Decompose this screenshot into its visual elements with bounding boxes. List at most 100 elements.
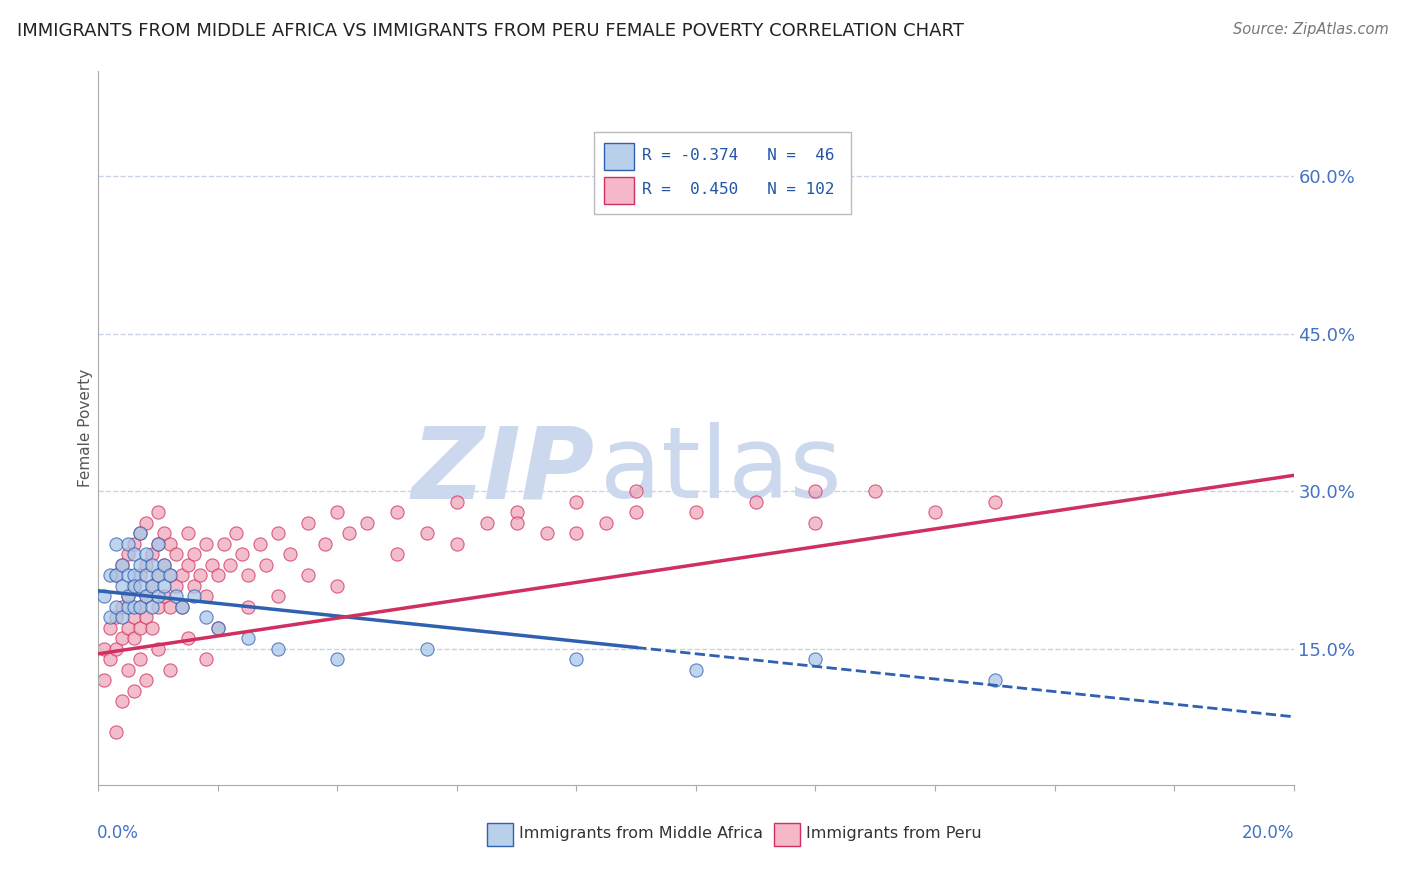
Point	[105, 641, 128, 656]
Point	[297, 568, 319, 582]
Text: atlas: atlas	[600, 423, 842, 519]
Point	[111, 578, 134, 592]
Point	[183, 589, 205, 603]
Point	[135, 516, 157, 530]
Point	[153, 578, 176, 592]
Point	[117, 536, 139, 550]
Point	[153, 558, 176, 572]
Point	[865, 484, 887, 499]
Point	[195, 652, 218, 666]
Point	[98, 568, 122, 582]
Point	[153, 589, 176, 603]
Point	[135, 673, 157, 687]
Point	[129, 652, 152, 666]
Point	[236, 631, 259, 645]
Point	[446, 536, 468, 550]
Text: R = -0.374   N =  46: R = -0.374 N = 46	[643, 148, 835, 163]
Point	[148, 568, 170, 582]
Point	[93, 673, 115, 687]
Point	[124, 610, 146, 624]
Point	[506, 505, 529, 519]
Point	[129, 578, 152, 592]
Point	[93, 589, 115, 603]
Point	[148, 536, 170, 550]
Point	[177, 526, 200, 541]
Point	[326, 578, 349, 592]
Point	[105, 568, 128, 582]
Point	[236, 568, 259, 582]
Y-axis label: Female Poverty: Female Poverty	[77, 369, 93, 487]
Text: Immigrants from Peru: Immigrants from Peru	[806, 826, 981, 841]
Point	[111, 558, 134, 572]
Point	[141, 578, 163, 592]
Point	[124, 683, 146, 698]
Point	[129, 558, 152, 572]
Point	[141, 547, 163, 561]
Point	[111, 694, 134, 708]
Point	[129, 599, 152, 614]
Point	[148, 641, 170, 656]
Point	[385, 547, 409, 561]
Point	[135, 589, 157, 603]
Point	[231, 547, 253, 561]
Point	[117, 589, 139, 603]
Point	[201, 558, 224, 572]
Point	[267, 526, 290, 541]
Point	[536, 526, 558, 541]
Point	[626, 505, 648, 519]
Point	[135, 547, 157, 561]
Point	[148, 505, 170, 519]
Point	[385, 505, 409, 519]
Point	[129, 568, 152, 582]
Point	[446, 494, 468, 508]
Point	[93, 641, 115, 656]
Point	[117, 599, 139, 614]
Point	[165, 547, 187, 561]
Point	[111, 599, 134, 614]
Point	[135, 558, 157, 572]
Point	[117, 589, 139, 603]
Point	[236, 599, 259, 614]
Point	[984, 673, 1007, 687]
Point	[278, 547, 301, 561]
Text: 20.0%: 20.0%	[1243, 824, 1295, 842]
Text: 0.0%: 0.0%	[97, 824, 139, 842]
Point	[177, 631, 200, 645]
Point	[135, 589, 157, 603]
FancyBboxPatch shape	[595, 132, 852, 214]
Text: ZIP: ZIP	[412, 423, 595, 519]
Point	[183, 578, 205, 592]
Point	[249, 536, 271, 550]
Point	[506, 516, 529, 530]
Point	[159, 568, 181, 582]
Point	[148, 589, 170, 603]
Point	[267, 641, 290, 656]
Point	[159, 599, 181, 614]
Point	[111, 610, 134, 624]
Point	[135, 568, 157, 582]
Point	[356, 516, 378, 530]
Point	[117, 621, 139, 635]
Point	[129, 526, 152, 541]
Point	[124, 547, 146, 561]
Point	[685, 663, 707, 677]
Point	[339, 526, 361, 541]
Point	[297, 516, 319, 530]
Point	[124, 536, 146, 550]
FancyBboxPatch shape	[773, 822, 800, 846]
FancyBboxPatch shape	[486, 822, 513, 846]
FancyBboxPatch shape	[605, 143, 634, 169]
Point	[177, 558, 200, 572]
Point	[159, 536, 181, 550]
Point	[141, 621, 163, 635]
Point	[183, 547, 205, 561]
Point	[135, 610, 157, 624]
Point	[326, 505, 349, 519]
Point	[153, 558, 176, 572]
Point	[148, 568, 170, 582]
Point	[165, 589, 187, 603]
Point	[984, 494, 1007, 508]
Text: IMMIGRANTS FROM MIDDLE AFRICA VS IMMIGRANTS FROM PERU FEMALE POVERTY CORRELATION: IMMIGRANTS FROM MIDDLE AFRICA VS IMMIGRA…	[17, 22, 963, 40]
Point	[315, 536, 337, 550]
Point	[225, 526, 247, 541]
